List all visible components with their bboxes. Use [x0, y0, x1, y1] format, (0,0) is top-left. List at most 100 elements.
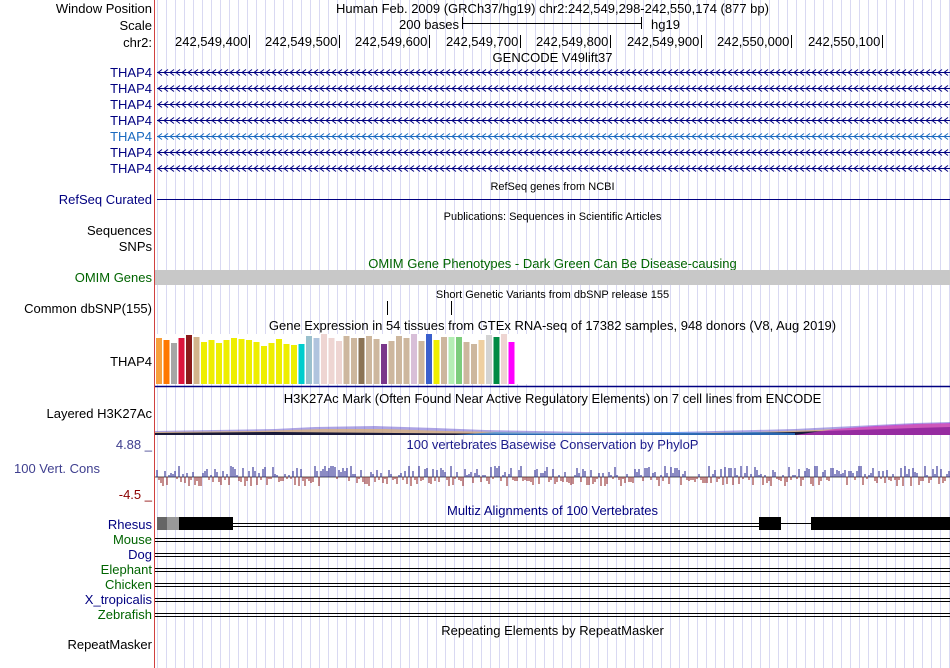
refseq-gene-line[interactable]: [157, 199, 950, 200]
multiz-species-line[interactable]: [155, 583, 950, 584]
multiz-species-label[interactable]: Dog: [128, 547, 152, 562]
gencode-transcript-line[interactable]: [155, 116, 950, 125]
gtex-tissue-bar[interactable]: [426, 334, 432, 384]
gtex-tissue-bar[interactable]: [298, 344, 305, 384]
gtex-tissue-bar[interactable]: [261, 346, 267, 384]
gtex-tissue-bar[interactable]: [216, 343, 222, 384]
refseq-curated-label[interactable]: RefSeq Curated: [58, 192, 152, 207]
multiz-species-label[interactable]: Elephant: [100, 562, 152, 577]
omim-feature-bar[interactable]: [155, 270, 950, 285]
multiz-species-line[interactable]: [155, 571, 950, 572]
multiz-species-line[interactable]: [155, 598, 950, 599]
omim-genes-label[interactable]: OMIM Genes: [74, 270, 152, 285]
gencode-transcript-line[interactable]: [155, 164, 950, 173]
gtex-tissue-bar[interactable]: [366, 336, 372, 384]
multiz-species-line[interactable]: [155, 568, 950, 569]
gtex-tissue-bar[interactable]: [313, 338, 320, 384]
gtex-tissue-bar[interactable]: [268, 343, 275, 384]
gencode-transcript-line[interactable]: [155, 68, 950, 77]
gtex-tissue-bar[interactable]: [276, 339, 282, 384]
gencode-transcript-label[interactable]: THAP4: [110, 65, 152, 80]
gtex-tissue-bar[interactable]: [486, 335, 492, 384]
snp-mark[interactable]: [451, 301, 452, 315]
rhesus-alignment-block[interactable]: [179, 517, 233, 530]
layered-h3k27ac-label[interactable]: Layered H3K27Ac: [46, 406, 152, 421]
common-dbsnp-label[interactable]: Common dbSNP(155): [24, 301, 152, 316]
gencode-transcript-line[interactable]: [155, 100, 950, 109]
gencode-transcript-label[interactable]: THAP4: [110, 81, 152, 96]
vert-cons-label[interactable]: 100 Vert. Cons: [14, 461, 100, 476]
gtex-tissue-bar[interactable]: [208, 340, 215, 384]
gtex-tissue-bar[interactable]: [493, 337, 500, 384]
multiz-species-label[interactable]: Rhesus: [107, 517, 152, 532]
multiz-species-line[interactable]: [155, 586, 950, 587]
gtex-tissue-bar[interactable]: [343, 336, 350, 384]
gtex-tissue-bar[interactable]: [433, 340, 440, 384]
gtex-tissue-bar[interactable]: [283, 344, 290, 384]
gencode-transcript-label[interactable]: THAP4: [110, 145, 152, 160]
gtex-tissue-bar[interactable]: [388, 341, 395, 384]
gtex-tissue-bar[interactable]: [336, 341, 342, 384]
gtex-tissue-bar[interactable]: [463, 342, 470, 384]
gtex-tissue-bar[interactable]: [246, 340, 252, 384]
gencode-transcript-label[interactable]: THAP4: [110, 129, 152, 144]
gtex-tissue-bar[interactable]: [201, 342, 207, 384]
gtex-tissue-bar[interactable]: [231, 338, 237, 384]
multiz-species-line[interactable]: [155, 538, 950, 539]
multiz-species-line[interactable]: [155, 556, 950, 557]
gencode-transcript-label[interactable]: THAP4: [110, 97, 152, 112]
gtex-gene-label[interactable]: THAP4: [110, 354, 152, 369]
rhesus-alignment-block[interactable]: [167, 517, 179, 530]
rhesus-alignment-block[interactable]: [759, 517, 781, 530]
gtex-tissue-bar[interactable]: [478, 340, 485, 384]
gtex-tissue-bar[interactable]: [381, 344, 387, 384]
gencode-transcript-line[interactable]: [155, 148, 950, 157]
gtex-tissue-bar[interactable]: [441, 337, 447, 384]
gtex-tissue-bar[interactable]: [358, 338, 365, 384]
multiz-species-line[interactable]: [155, 553, 950, 554]
snps-label[interactable]: SNPs: [118, 239, 152, 254]
multiz-species-line[interactable]: [155, 601, 950, 602]
gtex-bar-chart[interactable]: [155, 334, 950, 388]
gtex-tissue-bar[interactable]: [178, 338, 185, 384]
multiz-species-label[interactable]: Mouse: [112, 532, 152, 547]
multiz-species-line[interactable]: [155, 613, 950, 614]
gtex-tissue-bar[interactable]: [396, 336, 402, 384]
track-data-area[interactable]: Human Feb. 2009 (GRCh37/hg19) chr2:242,5…: [155, 0, 950, 668]
gtex-tissue-bar[interactable]: [471, 344, 477, 384]
repeatmasker-label[interactable]: RepeatMasker: [67, 637, 152, 652]
conservation-wiggle-plot[interactable]: [155, 455, 950, 495]
gencode-transcript-line[interactable]: [155, 132, 950, 141]
gtex-tissue-bar[interactable]: [418, 341, 425, 384]
multiz-species-label[interactable]: Chicken: [105, 577, 152, 592]
rhesus-alignment-block[interactable]: [811, 517, 950, 530]
gtex-tissue-bar[interactable]: [163, 340, 170, 384]
gtex-tissue-bar[interactable]: [373, 339, 380, 384]
multiz-species-label[interactable]: Zebrafish: [97, 607, 152, 622]
gencode-transcript-label[interactable]: THAP4: [110, 161, 152, 176]
gtex-tissue-bar[interactable]: [351, 338, 357, 384]
multiz-species-line[interactable]: [155, 541, 950, 542]
multiz-species-label[interactable]: X_tropicalis: [84, 592, 152, 607]
gtex-tissue-bar[interactable]: [156, 338, 162, 384]
gtex-tissue-bar[interactable]: [238, 339, 245, 384]
gtex-tissue-bar[interactable]: [403, 338, 410, 384]
gtex-tissue-bar[interactable]: [328, 338, 335, 384]
gtex-tissue-bar[interactable]: [321, 334, 327, 384]
gencode-transcript-line[interactable]: [155, 84, 950, 93]
gtex-tissue-bar[interactable]: [193, 337, 200, 384]
gtex-tissue-bar[interactable]: [448, 337, 455, 384]
gtex-tissue-bar[interactable]: [508, 342, 515, 384]
gtex-tissue-bar[interactable]: [253, 342, 260, 384]
gtex-tissue-bar[interactable]: [306, 336, 312, 384]
gencode-transcript-label[interactable]: THAP4: [110, 113, 152, 128]
gtex-tissue-bar[interactable]: [501, 334, 507, 384]
gtex-tissue-bar[interactable]: [456, 337, 462, 384]
rhesus-alignment-block[interactable]: [157, 517, 167, 530]
multiz-species-line[interactable]: [155, 616, 950, 617]
gtex-tissue-bar[interactable]: [291, 345, 297, 384]
snp-mark[interactable]: [387, 301, 388, 315]
gtex-tissue-bar[interactable]: [223, 340, 230, 384]
gtex-tissue-bar[interactable]: [186, 335, 192, 384]
